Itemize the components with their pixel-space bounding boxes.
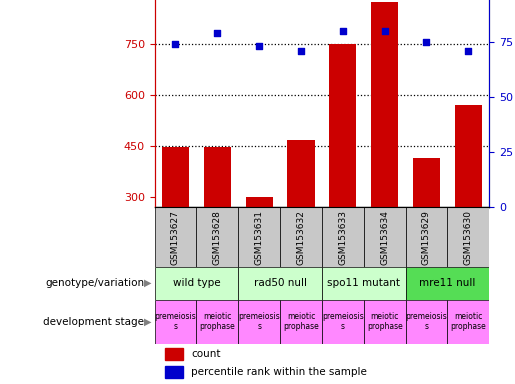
Point [381,28,389,34]
Text: GSM153631: GSM153631 [254,210,264,265]
Text: GSM153629: GSM153629 [422,210,431,265]
Bar [154,207,196,267]
Bar [238,207,280,267]
Point [255,43,263,49]
Bar [322,267,406,300]
Bar [448,207,489,267]
Bar [406,267,489,300]
Bar [322,300,364,344]
Bar [406,300,448,344]
Text: ▶: ▶ [144,278,152,288]
Point [297,48,305,54]
Point [464,48,472,54]
Text: rad50 null: rad50 null [253,278,306,288]
Bar [280,300,322,344]
Text: development stage: development stage [43,316,144,327]
Bar [280,207,322,267]
Text: meiotic
prophase: meiotic prophase [199,312,235,331]
Bar [154,267,238,300]
Bar [287,141,315,207]
Text: GSM153632: GSM153632 [297,210,305,265]
Bar [165,366,183,378]
Text: wild type: wild type [173,278,220,288]
Point [422,39,431,45]
Bar [448,300,489,344]
Text: premeiosis
s: premeiosis s [154,312,196,331]
Bar [162,147,189,207]
Bar [371,2,398,207]
Bar [246,197,273,207]
Text: GSM153627: GSM153627 [171,210,180,265]
Bar [406,207,448,267]
Text: meiotic
prophase: meiotic prophase [283,312,319,331]
Bar [413,158,440,207]
Text: spo11 mutant: spo11 mutant [327,278,400,288]
Bar [154,300,196,344]
Bar [238,267,322,300]
Text: percentile rank within the sample: percentile rank within the sample [191,367,367,377]
Text: GSM153634: GSM153634 [380,210,389,265]
Point [213,30,221,36]
Text: premeiosis
s: premeiosis s [406,312,448,331]
Bar [196,300,238,344]
Text: ▶: ▶ [144,316,152,327]
Bar [203,147,231,207]
Point [339,28,347,34]
Bar [322,207,364,267]
Bar [455,105,482,207]
Bar [238,300,280,344]
Bar [196,207,238,267]
Text: meiotic
prophase: meiotic prophase [451,312,486,331]
Text: premeiosis
s: premeiosis s [322,312,364,331]
Text: GSM153630: GSM153630 [464,210,473,265]
Text: premeiosis
s: premeiosis s [238,312,280,331]
Text: GSM153628: GSM153628 [213,210,222,265]
Text: GSM153633: GSM153633 [338,210,347,265]
Text: meiotic
prophase: meiotic prophase [367,312,403,331]
Text: genotype/variation: genotype/variation [45,278,144,288]
Text: mre11 null: mre11 null [419,278,475,288]
Bar [364,207,406,267]
Bar [165,348,183,360]
Bar [364,300,406,344]
Text: count: count [191,349,220,359]
Bar [329,44,356,207]
Point [171,41,180,47]
